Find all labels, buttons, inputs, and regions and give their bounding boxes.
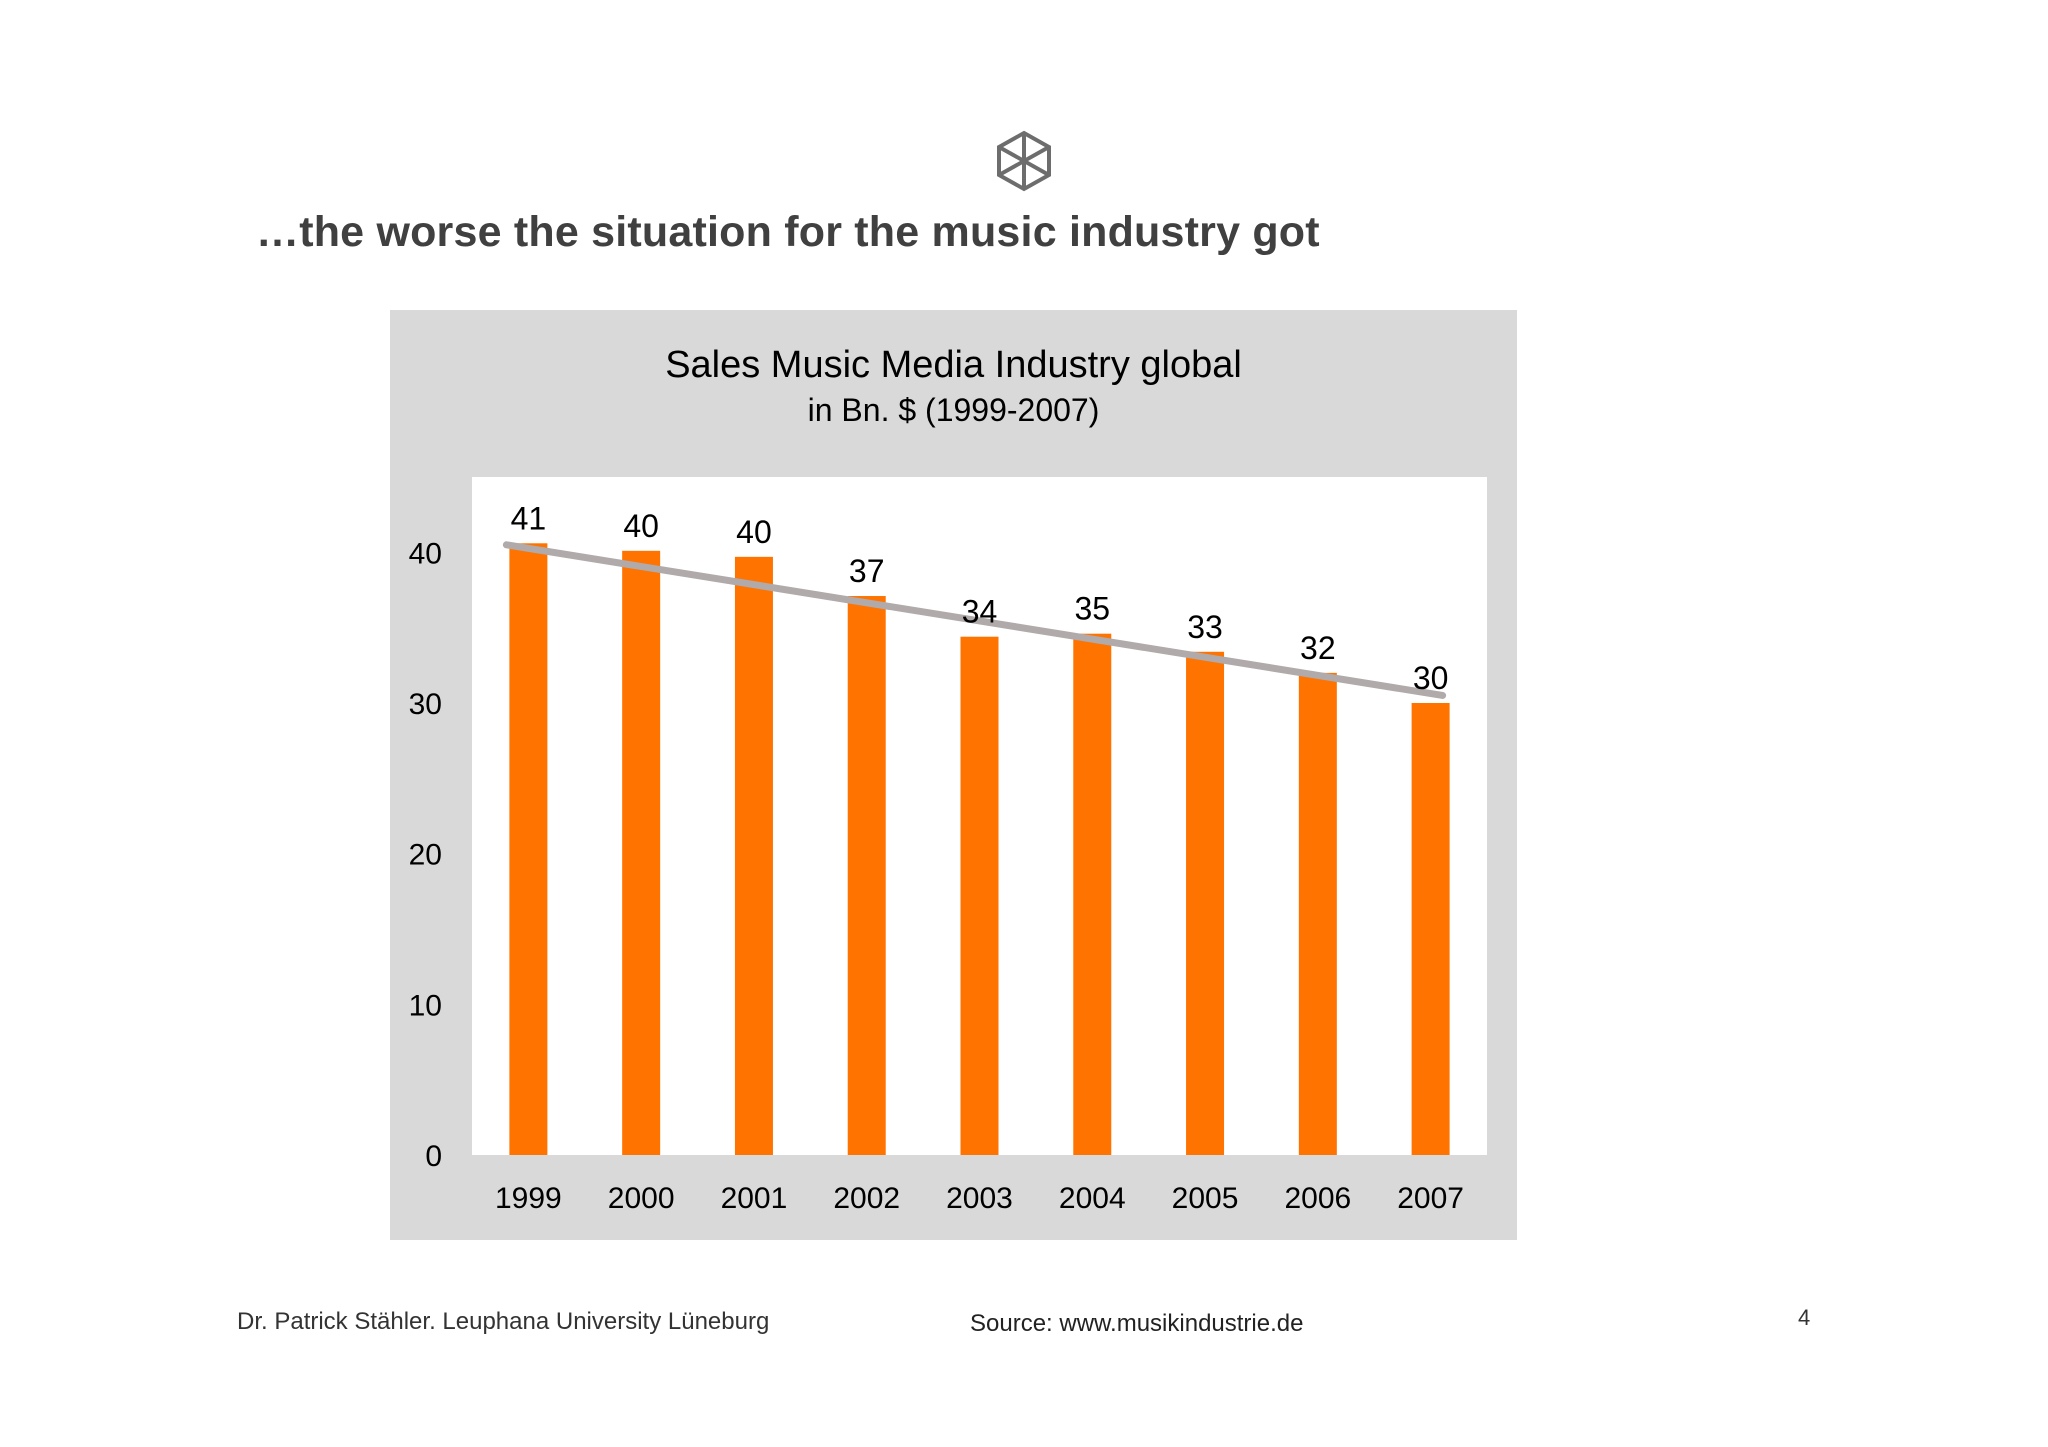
y-tick-40: 40 xyxy=(409,537,442,570)
x-axis-ticks: 1999 2000 2001 2002 2003 2004 2005 2006 2007 xyxy=(495,1182,1464,1215)
bar-2002 xyxy=(847,596,886,1155)
data-label-1999: 41 xyxy=(511,500,547,536)
chart-panel: 41 40 40 37 34 35 33 32 30 0 10 20 30 40 1999 2000 200… xyxy=(390,310,1517,1240)
bar-1999 xyxy=(509,543,548,1155)
x-tick-2005: 2005 xyxy=(1172,1182,1239,1215)
x-tick-2006: 2006 xyxy=(1284,1182,1351,1215)
data-label-2000: 40 xyxy=(623,508,659,544)
hexagon-cube-icon xyxy=(997,130,1051,192)
bars-group xyxy=(509,543,1450,1155)
bar-2006 xyxy=(1298,672,1337,1155)
data-label-2006: 32 xyxy=(1300,630,1336,666)
data-labels-group: 41 40 40 37 34 35 33 32 30 xyxy=(511,500,1449,696)
x-tick-2001: 2001 xyxy=(721,1182,788,1215)
x-tick-2002: 2002 xyxy=(833,1182,900,1215)
x-tick-1999: 1999 xyxy=(495,1182,562,1215)
footer-source: Source: www.musikindustrie.de xyxy=(970,1310,1304,1337)
y-tick-30: 30 xyxy=(409,688,442,721)
data-label-2003: 34 xyxy=(962,594,998,630)
x-tick-2000: 2000 xyxy=(608,1182,675,1215)
y-axis-ticks: 0 10 20 30 40 xyxy=(409,537,442,1173)
data-label-2001: 40 xyxy=(736,514,772,550)
data-label-2005: 33 xyxy=(1187,609,1223,645)
trendline-group xyxy=(502,541,1447,699)
y-tick-10: 10 xyxy=(409,989,442,1022)
chart-subtitle: in Bn. $ (1999-2007) xyxy=(807,392,1100,428)
slide-title: …the worse the situation for the music i… xyxy=(256,208,1320,256)
bar-chart: 41 40 40 37 34 35 33 32 30 0 10 20 30 40 1999 2000 200… xyxy=(409,477,1487,1215)
bar-2000 xyxy=(622,550,661,1155)
bar-2001 xyxy=(734,556,773,1155)
bar-2005 xyxy=(1186,651,1225,1155)
data-label-2007: 30 xyxy=(1413,660,1449,696)
data-label-2002: 37 xyxy=(849,553,885,589)
page-number: 4 xyxy=(1798,1305,1811,1330)
x-tick-2004: 2004 xyxy=(1059,1182,1126,1215)
bar-2003 xyxy=(960,636,999,1155)
trendline xyxy=(502,541,1447,699)
x-tick-2007: 2007 xyxy=(1397,1182,1464,1215)
data-label-2004: 35 xyxy=(1074,591,1110,627)
bar-2007 xyxy=(1411,703,1450,1155)
y-tick-20: 20 xyxy=(409,839,442,872)
footer-author: Dr. Patrick Stähler. Leuphana University… xyxy=(237,1308,770,1335)
x-tick-2003: 2003 xyxy=(946,1182,1013,1215)
chart-title: Sales Music Media Industry global xyxy=(665,344,1242,386)
bar-2004 xyxy=(1073,633,1112,1155)
y-tick-0: 0 xyxy=(425,1140,442,1173)
